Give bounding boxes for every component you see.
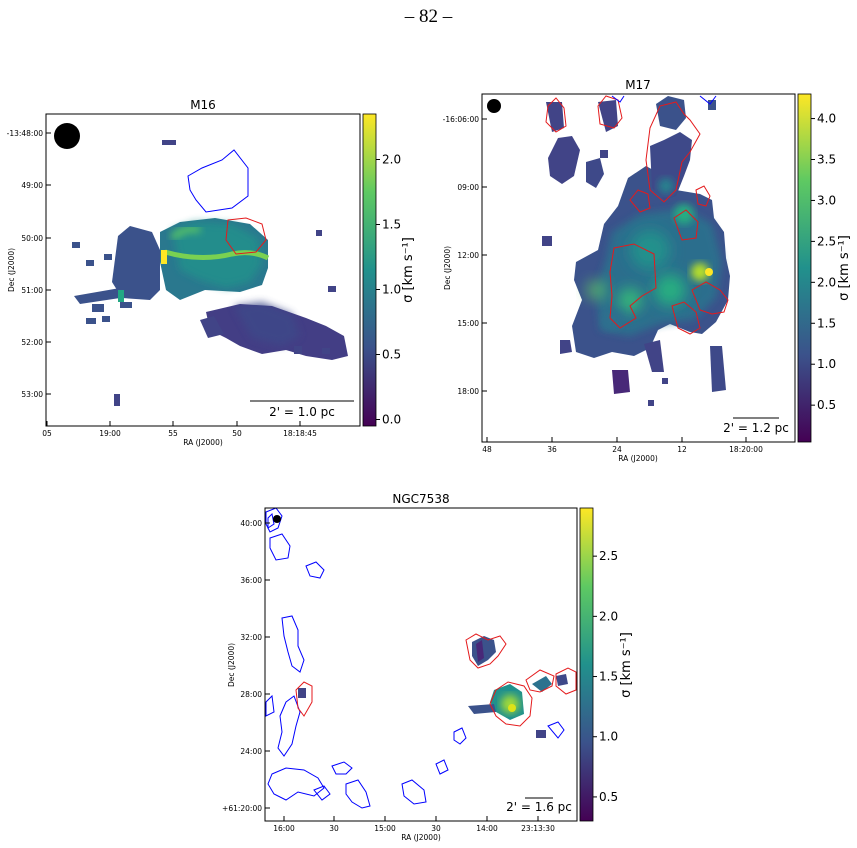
colorbar-tick-label: 0.5 xyxy=(817,398,836,412)
colorbar-tick-label: 2.0 xyxy=(382,153,401,167)
velocity-dispersion-map xyxy=(542,96,730,406)
x-tick-label: 30 xyxy=(431,824,441,833)
colorbar: 0.0 0.5 1.0 1.5 2.0 σ [km s⁻¹] xyxy=(362,113,416,427)
colorbar: 0.5 1.0 1.5 2.0 2.5 σ [km s⁻¹] xyxy=(579,507,634,822)
y-tick-label: 12:00 xyxy=(457,251,479,260)
panel-title: M16 xyxy=(190,98,216,112)
y-tick-label: 51:00 xyxy=(21,286,43,295)
colorbar-tick-label: 0.0 xyxy=(382,413,401,427)
colorbar-tick-label: 1.5 xyxy=(817,316,836,330)
y-axis-label: Dec (J2000) xyxy=(227,643,236,687)
x-tick-label: 19:00 xyxy=(99,429,121,438)
y-axis: -13:48:00 49:00 50:00 51:00 52:00 53:00 … xyxy=(7,129,51,399)
y-tick-label: 09:00 xyxy=(457,183,479,192)
y-tick-label: 28:00 xyxy=(240,690,262,699)
y-tick-label: 49:00 xyxy=(21,181,43,190)
x-tick-label: 12 xyxy=(677,445,687,454)
panel-ngc7538: NGC7538 xyxy=(222,492,634,842)
colorbar-ticks: 0.0 0.5 1.0 1.5 2.0 xyxy=(376,153,401,427)
x-tick-label: 16:00 xyxy=(273,824,295,833)
colorbar-tick-label: 4.0 xyxy=(817,112,836,126)
y-axis: 40:00 36:00 32:00 28:00 24:00 +61:20:00 … xyxy=(222,519,270,813)
x-tick-label: 23:13:30 xyxy=(521,824,555,833)
colorbar-label: σ [km s⁻¹] xyxy=(619,632,634,698)
colorbar-tick-label: 1.0 xyxy=(382,283,401,297)
colorbar-tick-label: 1.0 xyxy=(599,730,618,744)
colorbar-tick-label: 2.0 xyxy=(599,609,618,623)
panel-title: NGC7538 xyxy=(392,492,449,506)
y-axis-label: Dec (J2000) xyxy=(443,246,452,290)
y-tick-label: 53:00 xyxy=(21,390,43,399)
panel-m16: M16 2' = 1.0 pc xyxy=(7,98,416,447)
y-tick-label: 52:00 xyxy=(21,338,43,347)
x-tick-label: 24 xyxy=(612,445,622,454)
colorbar-tick-label: 1.0 xyxy=(817,357,836,371)
panel-title: M17 xyxy=(625,78,651,92)
y-tick-label: +61:20:00 xyxy=(222,804,262,813)
y-tick-label: -13:48:00 xyxy=(7,129,44,138)
x-tick-label: 36 xyxy=(547,445,557,454)
velocity-dispersion-map xyxy=(72,140,348,406)
x-tick-label: 30 xyxy=(329,824,339,833)
velocity-dispersion-map xyxy=(298,636,568,738)
colorbar-tick-label: 0.5 xyxy=(382,348,401,362)
x-tick-label: 14:00 xyxy=(476,824,498,833)
plot-frame xyxy=(45,113,361,427)
x-tick-label: 15:00 xyxy=(374,824,396,833)
y-tick-label: 15:00 xyxy=(457,319,479,328)
beam-marker xyxy=(487,99,501,113)
scalebar-label: 2' = 1.2 pc xyxy=(723,421,789,435)
y-axis-label: Dec (J2000) xyxy=(7,248,16,292)
y-tick-label: 50:00 xyxy=(21,234,43,243)
colorbar-label: σ [km s⁻¹] xyxy=(401,237,416,303)
plot-frame xyxy=(481,93,796,443)
page-number: – 82 – xyxy=(404,6,453,27)
colorbar-tick-label: 2.5 xyxy=(599,549,618,563)
x-axis: 48 36 24 12 18:20:00 RA (J2000) xyxy=(482,437,763,463)
colorbar-tick-label: 2.0 xyxy=(817,275,836,289)
x-tick-label: 48 xyxy=(482,445,492,454)
y-tick-label: 36:00 xyxy=(240,576,262,585)
x-tick-label: 50 xyxy=(232,429,242,438)
beam-marker xyxy=(273,515,281,523)
colorbar: 0.5 1.0 1.5 2.0 2.5 3.0 3.5 4.0 σ [km s⁻¹] xyxy=(797,93,852,443)
colorbar-ticks: 0.5 1.0 1.5 2.0 2.5 3.0 3.5 4.0 xyxy=(811,112,836,412)
y-axis: -16:06:00 09:00 12:00 15:00 18:00 Dec (J… xyxy=(443,115,487,396)
colorbar-tick-label: 1.5 xyxy=(382,218,401,232)
y-tick-label: 40:00 xyxy=(240,519,262,528)
colorbar-tick-label: 3.5 xyxy=(817,153,836,167)
x-axis-label: RA (J2000) xyxy=(183,438,223,447)
beam-marker xyxy=(54,123,80,149)
colorbar-ticks: 0.5 1.0 1.5 2.0 2.5 xyxy=(593,549,618,804)
plot-frame xyxy=(264,507,578,822)
y-tick-label: 32:00 xyxy=(240,633,262,642)
colorbar-tick-label: 0.5 xyxy=(599,790,618,804)
y-tick-label: -16:06:00 xyxy=(443,115,480,124)
y-tick-label: 24:00 xyxy=(240,747,262,756)
colorbar-tick-label: 3.0 xyxy=(817,193,836,207)
x-tick-label: 18:18:45 xyxy=(283,429,317,438)
x-tick-label: 05 xyxy=(42,429,52,438)
scalebar-label: 2' = 1.0 pc xyxy=(269,405,335,419)
scalebar-label: 2' = 1.6 pc xyxy=(506,800,572,814)
x-axis: 16:00 30 15:00 30 14:00 23:13:30 RA (J20… xyxy=(273,816,555,842)
x-tick-label: 18:20:00 xyxy=(729,445,763,454)
colorbar-label: σ [km s⁻¹] xyxy=(837,235,852,301)
x-tick-label: 55 xyxy=(168,429,178,438)
colorbar-tick-label: 2.5 xyxy=(817,234,836,248)
x-axis-label: RA (J2000) xyxy=(618,454,658,463)
x-axis-label: RA (J2000) xyxy=(401,833,441,842)
y-tick-label: 18:00 xyxy=(457,387,479,396)
x-axis: 05 19:00 55 50 18:18:45 RA (J2000) xyxy=(42,421,317,447)
colorbar-tick-label: 1.5 xyxy=(599,670,618,684)
panel-m17: M17 xyxy=(443,78,852,463)
